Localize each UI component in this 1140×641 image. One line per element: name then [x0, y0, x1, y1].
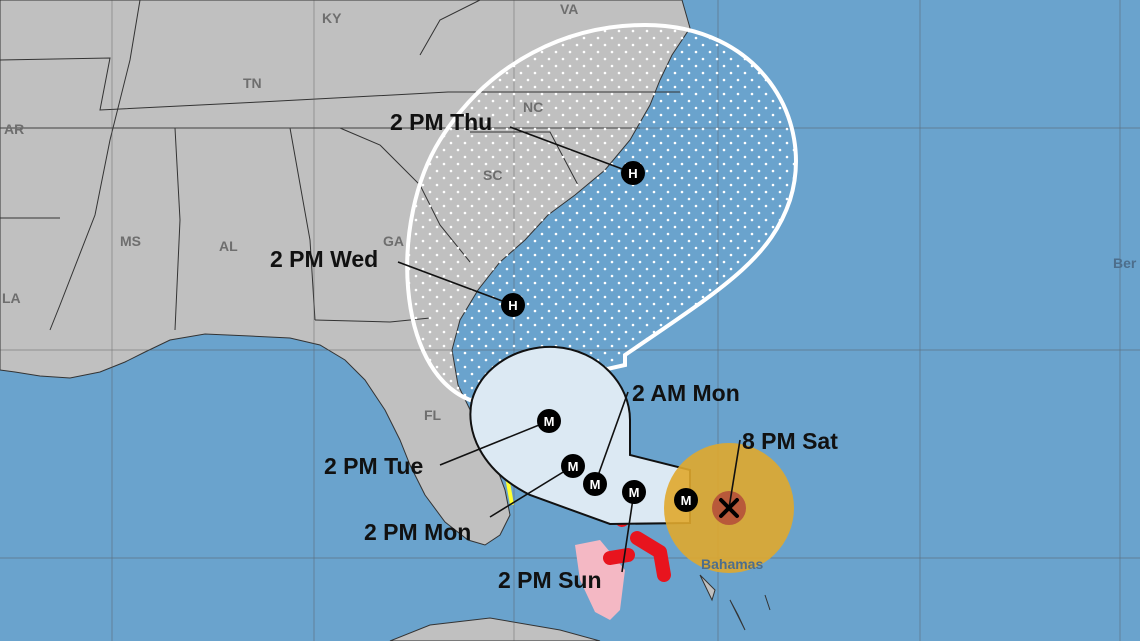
- state-label: SC: [483, 167, 502, 183]
- forecast-marker[interactable]: M: [674, 488, 698, 512]
- forecast-time-label: 2 PM Mon: [364, 519, 471, 545]
- place-label-bermuda: Ber: [1113, 255, 1137, 271]
- x-icon: [719, 498, 739, 518]
- marker-letter: M: [544, 414, 555, 429]
- forecast-time-label: 2 AM Mon: [632, 380, 740, 406]
- state-label: VA: [560, 1, 578, 17]
- forecast-time-label: 2 PM Thu: [390, 109, 492, 135]
- state-label: KY: [322, 10, 342, 26]
- state-label: GA: [383, 233, 404, 249]
- forecast-marker[interactable]: M: [622, 480, 646, 504]
- current-time-label: 8 PM Sat: [742, 428, 838, 454]
- forecast-marker[interactable]: H: [621, 161, 645, 185]
- forecast-cone-days-1-3: [469, 345, 691, 526]
- forecast-time-label: 2 PM Wed: [270, 246, 378, 272]
- state-label: MS: [120, 233, 141, 249]
- place-label-bahamas: Bahamas: [701, 556, 763, 572]
- marker-letter: H: [508, 298, 517, 313]
- state-label: FL: [424, 407, 442, 423]
- state-label: AL: [219, 238, 238, 254]
- forecast-marker[interactable]: H: [501, 293, 525, 317]
- marker-letter: M: [590, 477, 601, 492]
- marker-letter: M: [681, 493, 692, 508]
- forecast-marker[interactable]: M: [583, 472, 607, 496]
- marker-letter: M: [568, 459, 579, 474]
- forecast-marker[interactable]: M: [537, 409, 561, 433]
- forecast-marker[interactable]: M: [561, 454, 585, 478]
- state-label: TN: [243, 75, 262, 91]
- marker-letter: M: [629, 485, 640, 500]
- forecast-time-label: 2 PM Sun: [498, 567, 602, 593]
- forecast-time-label: 2 PM Tue: [324, 453, 423, 479]
- label-leader-lines: [397, 126, 741, 573]
- state-label: NC: [523, 99, 543, 115]
- state-label: AR: [4, 121, 24, 137]
- marker-letter: H: [628, 166, 637, 181]
- state-label: LA: [2, 290, 21, 306]
- land-cuba: [389, 617, 601, 641]
